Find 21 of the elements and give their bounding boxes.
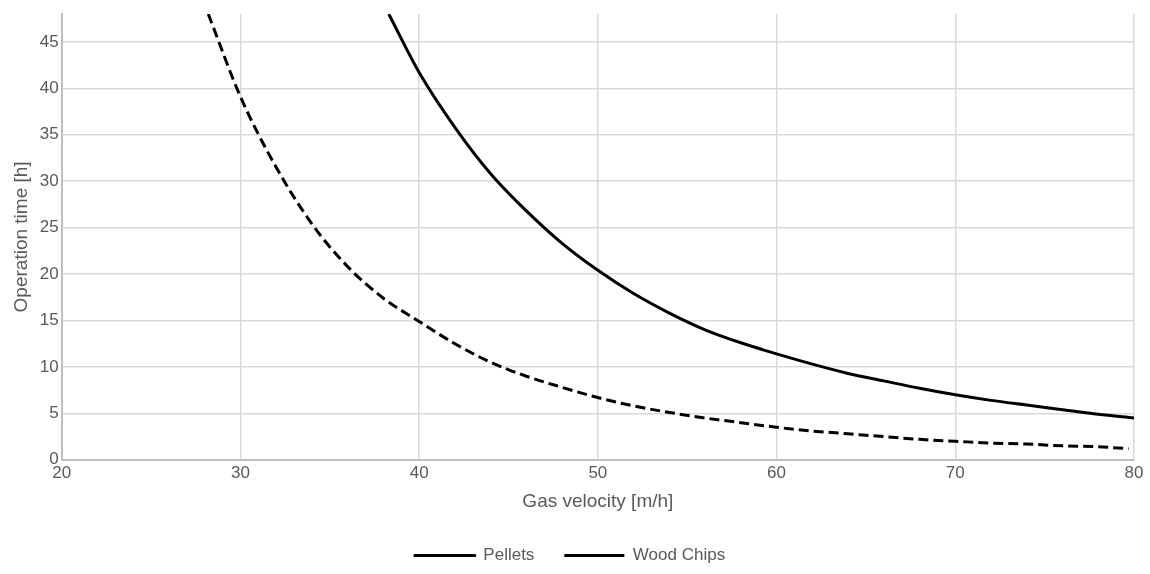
legend-label: Pellets [483,545,535,565]
x-tick-label: 60 [767,462,787,482]
y-tick-label: 35 [39,124,59,144]
y-tick-label: 15 [39,310,59,330]
y-tick-label: 10 [39,356,59,376]
y-tick-label: 25 [39,217,59,237]
y-tick-label: 40 [39,77,59,97]
x-tick-label: 80 [1124,462,1144,482]
x-tick-label: 50 [588,462,608,482]
x-tick-label: 40 [409,462,429,482]
y-tick-label: 5 [49,403,59,423]
x-tick-label: 30 [230,462,250,482]
line-series [387,14,1134,420]
legend-label: Wood Chips [632,545,726,565]
x-axis-title: Gas velocity [m/h] [522,489,674,511]
y-tick-label: 45 [39,31,59,51]
line-series [206,14,1131,451]
y-tick-label: 20 [39,263,59,283]
x-tick-label: 70 [945,462,965,482]
y-tick-label: 30 [39,170,59,190]
y-axis-title: Operation time [h] [9,161,31,313]
